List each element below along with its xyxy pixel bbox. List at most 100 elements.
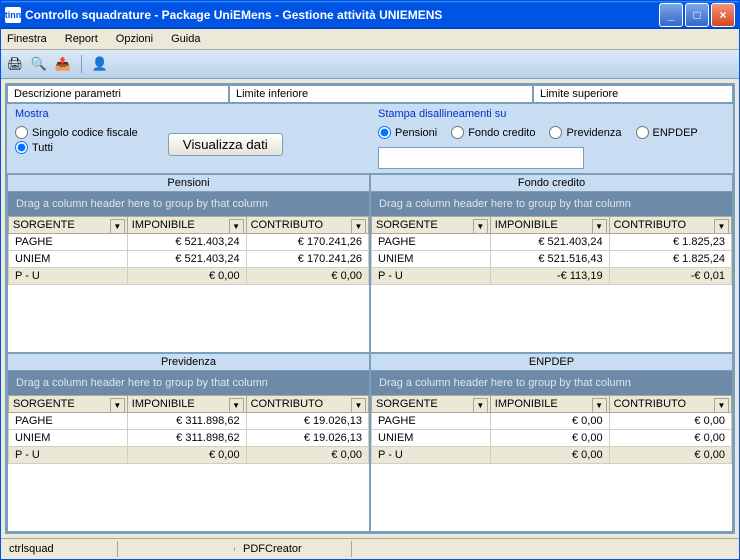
table-row[interactable]: P - U€ 0,00€ 0,00 [372, 447, 732, 464]
grid-title: Pensioni [8, 175, 369, 192]
col-contributo[interactable]: CONTRIBUTO▼ [609, 217, 731, 234]
titlebar: tinn Controllo squadrature - Package Uni… [1, 1, 739, 29]
stampa-label: Stampa disallineamenti su [378, 108, 725, 120]
dropdown-icon[interactable]: ▼ [351, 219, 366, 234]
cell-imponibile: € 311.898,62 [127, 430, 246, 447]
radio-pensioni[interactable]: Pensioni [378, 126, 437, 139]
col-imponibile[interactable]: IMPONIBILE▼ [127, 396, 246, 413]
col-sorgente[interactable]: SORGENTE▼ [372, 217, 491, 234]
radio-previdenza[interactable]: Previdenza [549, 126, 621, 139]
cell-sorgente: PAGHE [9, 234, 128, 251]
col-imponibile[interactable]: IMPONIBILE▼ [127, 217, 246, 234]
col-contributo[interactable]: CONTRIBUTO▼ [246, 396, 368, 413]
content-area: Descrizione parametri Limite inferiore L… [1, 79, 739, 538]
menu-guida[interactable]: Guida [171, 33, 200, 45]
col-contributo[interactable]: CONTRIBUTO▼ [246, 217, 368, 234]
table-row[interactable]: UNIEM€ 521.403,24€ 170.241,26 [9, 251, 369, 268]
dropdown-icon[interactable]: ▼ [592, 219, 607, 234]
dropdown-icon[interactable]: ▼ [229, 398, 244, 413]
minimize-button[interactable]: _ [659, 3, 683, 27]
cell-contributo: € 1.825,24 [609, 251, 731, 268]
cell-sorgente: UNIEM [9, 430, 128, 447]
col-contributo[interactable]: CONTRIBUTO▼ [609, 396, 731, 413]
stampa-input[interactable] [378, 147, 584, 169]
grid-fondo: Fondo creditoDrag a column header here t… [370, 174, 733, 353]
header-lim-inf: Limite inferiore [229, 85, 533, 103]
group-hint[interactable]: Drag a column header here to group by th… [371, 371, 732, 395]
group-hint[interactable]: Drag a column header here to group by th… [8, 192, 369, 216]
dropdown-icon[interactable]: ▼ [110, 398, 125, 413]
dropdown-icon[interactable]: ▼ [714, 398, 729, 413]
table-row[interactable]: PAGHE€ 311.898,62€ 19.026,13 [9, 413, 369, 430]
table-row[interactable]: PAGHE€ 521.403,24€ 170.241,26 [9, 234, 369, 251]
toolbar: 🖨 🔍 📤 👤 [1, 50, 739, 79]
dropdown-icon[interactable]: ▼ [473, 219, 488, 234]
cell-sorgente: P - U [372, 447, 491, 464]
menu-report[interactable]: Report [65, 33, 98, 45]
table-row[interactable]: PAGHE€ 521.403,24€ 1.825,23 [372, 234, 732, 251]
dropdown-icon[interactable]: ▼ [714, 219, 729, 234]
radio-previdenza-label: Previdenza [566, 127, 621, 139]
app-window: tinn Controllo squadrature - Package Uni… [0, 0, 740, 560]
cell-imponibile: € 0,00 [490, 413, 609, 430]
col-imponibile[interactable]: IMPONIBILE▼ [490, 396, 609, 413]
print-icon[interactable]: 🖨 [7, 56, 23, 72]
cell-contributo: € 170.241,26 [246, 251, 368, 268]
table-row[interactable]: P - U€ 0,00€ 0,00 [9, 268, 369, 285]
data-table: SORGENTE▼IMPONIBILE▼CONTRIBUTO▼PAGHE€ 52… [8, 216, 369, 285]
table-row[interactable]: UNIEM€ 0,00€ 0,00 [372, 430, 732, 447]
cell-sorgente: PAGHE [9, 413, 128, 430]
col-sorgente[interactable]: SORGENTE▼ [372, 396, 491, 413]
statusbar: ctrlsquad PDFCreator [1, 538, 739, 559]
cell-imponibile: € 0,00 [127, 447, 246, 464]
radio-singolo-label: Singolo codice fiscale [32, 127, 138, 139]
menu-opzioni[interactable]: Opzioni [116, 33, 153, 45]
cell-contributo: € 1.825,23 [609, 234, 731, 251]
col-sorgente[interactable]: SORGENTE▼ [9, 396, 128, 413]
dropdown-icon[interactable]: ▼ [592, 398, 607, 413]
main-frame: Descrizione parametri Limite inferiore L… [5, 83, 735, 534]
table-row[interactable]: PAGHE€ 0,00€ 0,00 [372, 413, 732, 430]
export-icon[interactable]: 📤 [55, 56, 71, 72]
close-button[interactable]: × [711, 3, 735, 27]
cell-sorgente: P - U [9, 447, 128, 464]
radio-fondo[interactable]: Fondo credito [451, 126, 535, 139]
visualizza-button[interactable]: Visualizza dati [168, 133, 283, 156]
radio-singolo[interactable]: Singolo codice fiscale [15, 126, 138, 139]
grid-empty [8, 464, 369, 531]
radio-enpdep[interactable]: ENPDEP [636, 126, 698, 139]
col-sorgente[interactable]: SORGENTE▼ [9, 217, 128, 234]
dropdown-icon[interactable]: ▼ [351, 398, 366, 413]
radio-enpdep-label: ENPDEP [653, 127, 698, 139]
status-printer: PDFCreator [235, 541, 352, 557]
col-imponibile[interactable]: IMPONIBILE▼ [490, 217, 609, 234]
dropdown-icon[interactable]: ▼ [473, 398, 488, 413]
cell-imponibile: € 0,00 [490, 430, 609, 447]
data-table: SORGENTE▼IMPONIBILE▼CONTRIBUTO▼PAGHE€ 31… [8, 395, 369, 464]
group-hint[interactable]: Drag a column header here to group by th… [371, 192, 732, 216]
grid-pensioni: PensioniDrag a column header here to gro… [7, 174, 370, 353]
dropdown-icon[interactable]: ▼ [110, 219, 125, 234]
table-row[interactable]: UNIEM€ 521.516,43€ 1.825,24 [372, 251, 732, 268]
cell-sorgente: UNIEM [372, 430, 491, 447]
cell-imponibile: € 521.403,24 [490, 234, 609, 251]
menubar: Finestra Report Opzioni Guida [1, 29, 739, 50]
cell-imponibile: -€ 113,19 [490, 268, 609, 285]
maximize-button[interactable]: □ [685, 3, 709, 27]
cell-sorgente: UNIEM [9, 251, 128, 268]
cell-contributo: € 0,00 [246, 447, 368, 464]
table-row[interactable]: UNIEM€ 311.898,62€ 19.026,13 [9, 430, 369, 447]
menu-finestra[interactable]: Finestra [7, 33, 47, 45]
params-panel: Mostra Singolo codice fiscale Tutti Visu… [7, 104, 733, 174]
cell-imponibile: € 521.516,43 [490, 251, 609, 268]
group-hint[interactable]: Drag a column header here to group by th… [8, 371, 369, 395]
table-row[interactable]: P - U-€ 113,19-€ 0,01 [372, 268, 732, 285]
preview-icon[interactable]: 🔍 [31, 56, 47, 72]
table-row[interactable]: P - U€ 0,00€ 0,00 [9, 447, 369, 464]
user-settings-icon[interactable]: 👤 [92, 56, 108, 72]
toolbar-separator [81, 55, 82, 73]
data-table: SORGENTE▼IMPONIBILE▼CONTRIBUTO▼PAGHE€ 0,… [371, 395, 732, 464]
radio-tutti[interactable]: Tutti [15, 141, 138, 154]
dropdown-icon[interactable]: ▼ [229, 219, 244, 234]
mostra-group: Mostra Singolo codice fiscale Tutti Visu… [7, 104, 370, 173]
